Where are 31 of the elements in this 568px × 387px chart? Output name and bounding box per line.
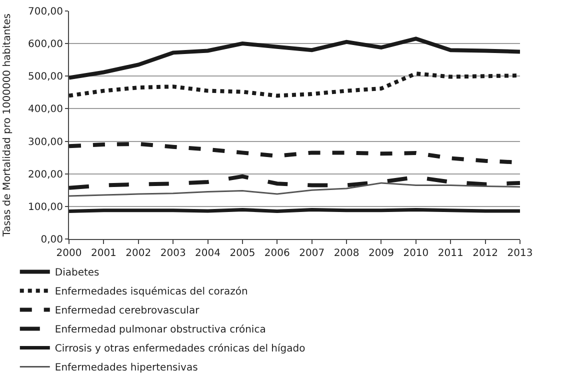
x-tick-label: 2005: [230, 248, 256, 259]
x-tick-label: 2013: [507, 248, 533, 259]
y-tick-label: 600,00: [28, 39, 63, 50]
legend-label: Enfermedad pulmonar obstructiva crónica: [54, 324, 266, 336]
y-tick-label: 0,00: [40, 234, 63, 246]
y-tick-label: 200,00: [28, 169, 63, 180]
x-tick-label: 2010: [403, 248, 429, 259]
x-tick-label: 2004: [195, 248, 220, 259]
legend-label: Diabetes: [54, 268, 100, 279]
y-tick-label: 500,00: [28, 72, 63, 83]
legend-label: Enfermedad cerebrovascular: [54, 306, 200, 317]
x-tick-label: 2002: [126, 248, 152, 259]
x-tick-label: 2012: [472, 248, 498, 259]
x-tick-label: 2003: [160, 248, 186, 259]
line-series: [69, 182, 520, 197]
x-tick-label: 2008: [334, 248, 360, 259]
y-tick-label: 300,00: [28, 136, 63, 148]
x-tick-label: 2006: [264, 248, 290, 259]
line-series: [69, 36, 520, 80]
x-tick-label: 2000: [56, 248, 82, 259]
x-tick-label: 2001: [90, 248, 116, 259]
y-tick-label: 700,00: [28, 6, 63, 18]
x-tick-label: 2007: [299, 248, 325, 259]
y-tick-label: 400,00: [28, 104, 63, 116]
y-axis-title: Tasas de Mortalidad pro 1000000 habitantes: [2, 14, 13, 238]
x-tick-label: 2011: [438, 248, 464, 259]
x-tick-label: 2009: [368, 248, 394, 259]
y-tick-label: 100,00: [28, 202, 63, 213]
legend-label: Enfermedades isquémicas del corazón: [54, 286, 248, 298]
legend-label: Enfermedades hipertensivas: [54, 362, 198, 374]
legend-label: Cirrosis y otras enfermedades crónicas del hígado: [54, 344, 306, 355]
